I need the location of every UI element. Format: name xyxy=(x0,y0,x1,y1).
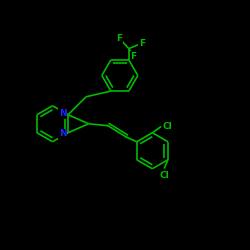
Text: Cl: Cl xyxy=(159,172,169,180)
Text: N: N xyxy=(59,109,66,118)
Text: N: N xyxy=(59,130,66,138)
Text: F: F xyxy=(116,34,122,43)
Text: Cl: Cl xyxy=(163,122,173,131)
Text: F: F xyxy=(130,52,136,61)
Text: F: F xyxy=(139,39,145,48)
